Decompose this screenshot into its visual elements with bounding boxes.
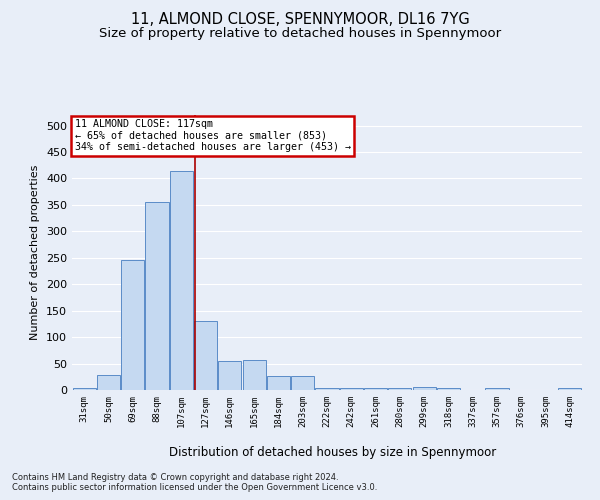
Bar <box>242 360 266 390</box>
Bar <box>97 375 120 390</box>
Bar <box>340 388 363 390</box>
Bar <box>559 388 581 390</box>
Bar <box>145 202 169 390</box>
Y-axis label: Number of detached properties: Number of detached properties <box>31 165 40 340</box>
Bar <box>437 388 460 390</box>
Text: Distribution of detached houses by size in Spennymoor: Distribution of detached houses by size … <box>169 446 497 459</box>
Bar <box>485 388 509 390</box>
Bar <box>170 170 193 390</box>
Bar <box>218 361 241 390</box>
Bar <box>267 376 290 390</box>
Text: Contains HM Land Registry data © Crown copyright and database right 2024.: Contains HM Land Registry data © Crown c… <box>12 472 338 482</box>
Bar <box>316 388 338 390</box>
Bar <box>291 376 314 390</box>
Text: Contains public sector information licensed under the Open Government Licence v3: Contains public sector information licen… <box>12 484 377 492</box>
Text: 11 ALMOND CLOSE: 117sqm
← 65% of detached houses are smaller (853)
34% of semi-d: 11 ALMOND CLOSE: 117sqm ← 65% of detache… <box>74 119 350 152</box>
Bar <box>364 388 387 390</box>
Bar <box>388 388 412 390</box>
Bar <box>121 260 144 390</box>
Text: Size of property relative to detached houses in Spennymoor: Size of property relative to detached ho… <box>99 28 501 40</box>
Bar <box>73 388 95 390</box>
Text: 11, ALMOND CLOSE, SPENNYMOOR, DL16 7YG: 11, ALMOND CLOSE, SPENNYMOOR, DL16 7YG <box>131 12 469 28</box>
Bar <box>194 322 217 390</box>
Bar <box>413 388 436 390</box>
